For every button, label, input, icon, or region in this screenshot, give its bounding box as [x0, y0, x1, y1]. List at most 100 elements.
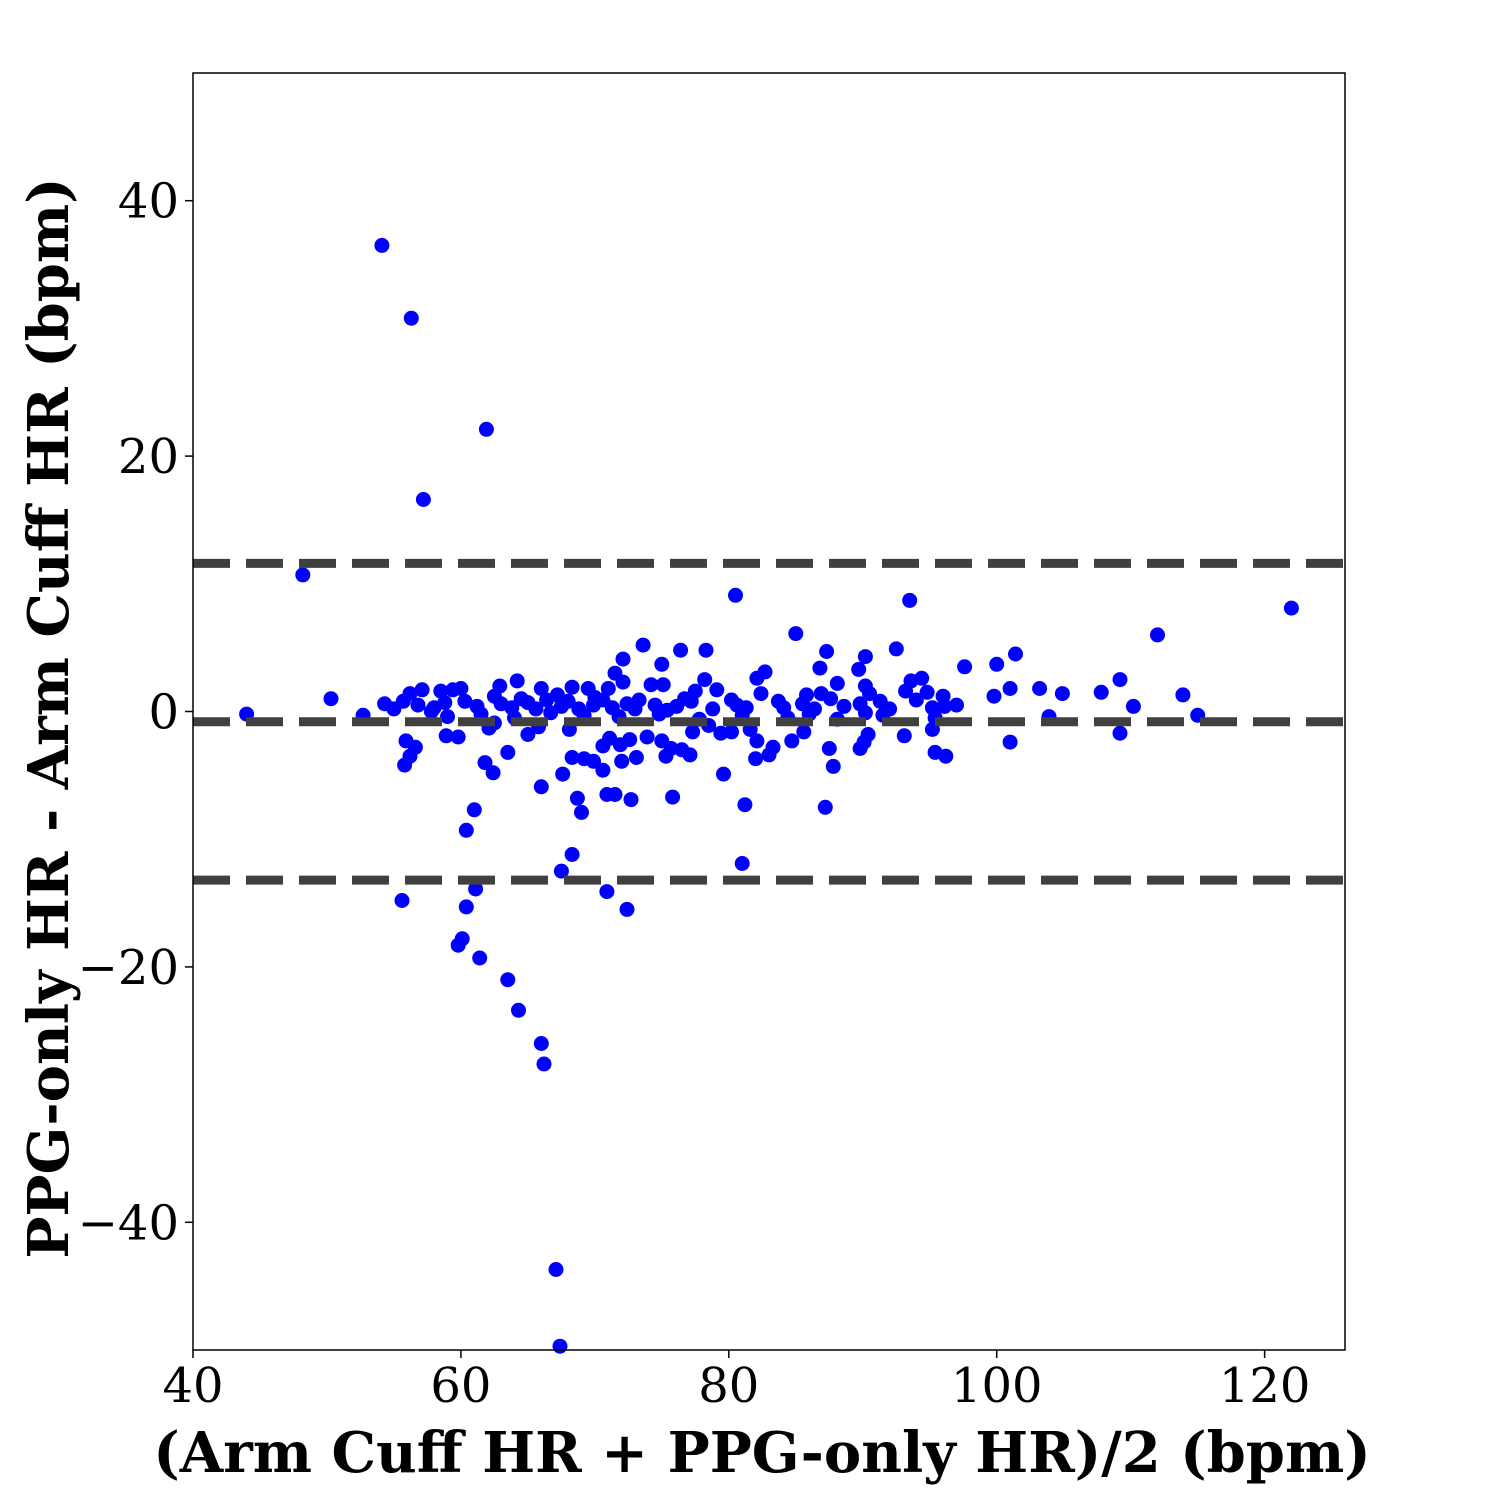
data-point	[836, 698, 852, 714]
y-axis-ticks: −40 −20 0 20 40	[78, 174, 193, 1251]
data-point	[639, 729, 655, 745]
data-point	[796, 724, 812, 740]
data-point	[569, 790, 585, 806]
data-point	[683, 693, 699, 709]
data-point	[543, 705, 559, 721]
data-point	[500, 744, 516, 760]
y-tick-label: −20	[78, 940, 179, 996]
data-point	[643, 677, 659, 693]
data-point	[323, 691, 339, 707]
data-point	[466, 802, 482, 818]
data-point	[765, 739, 781, 755]
data-point	[1150, 627, 1165, 643]
data-point	[472, 950, 488, 966]
data-point	[716, 766, 731, 782]
data-point	[607, 787, 623, 802]
data-point	[655, 677, 671, 693]
data-point	[902, 592, 918, 608]
data-point	[374, 237, 390, 253]
data-point	[860, 727, 876, 742]
scatter-points	[239, 237, 1299, 1354]
data-point	[553, 863, 569, 879]
data-point	[919, 684, 935, 700]
data-point	[896, 728, 912, 744]
x-tick-label: 120	[1219, 1358, 1311, 1414]
data-point	[1112, 672, 1128, 688]
data-point	[295, 567, 311, 583]
data-point	[548, 1262, 564, 1277]
data-point	[536, 1056, 552, 1072]
data-point	[622, 732, 638, 748]
data-point	[989, 656, 1005, 672]
data-point	[851, 661, 867, 677]
data-point	[437, 695, 453, 711]
data-point	[453, 681, 469, 696]
data-point	[734, 856, 750, 871]
data-point	[415, 492, 431, 507]
data-point	[857, 649, 873, 665]
data-point	[857, 705, 873, 721]
data-point	[654, 656, 670, 672]
data-point	[539, 692, 555, 708]
data-point	[724, 724, 739, 740]
data-point	[986, 688, 1002, 704]
x-tick-label: 60	[430, 1358, 491, 1414]
data-point	[937, 698, 952, 714]
data-point	[753, 686, 769, 702]
data-point	[1125, 698, 1141, 714]
data-point	[784, 733, 800, 749]
y-tick-label: 20	[118, 429, 179, 485]
data-point	[586, 753, 601, 769]
data-point	[749, 670, 765, 686]
data-point	[564, 679, 580, 695]
x-tick-label: 80	[698, 1358, 759, 1414]
data-point	[457, 693, 473, 709]
y-tick-label: −40	[78, 1195, 179, 1251]
data-point	[533, 779, 549, 795]
data-point	[728, 587, 743, 603]
data-point	[1054, 686, 1070, 702]
data-point	[509, 673, 525, 689]
data-point	[709, 682, 725, 698]
data-point	[673, 642, 689, 658]
data-point	[528, 701, 544, 717]
data-point	[440, 709, 455, 725]
data-point	[749, 733, 765, 749]
data-point	[533, 1036, 549, 1051]
data-point	[817, 799, 833, 815]
data-point	[395, 693, 411, 709]
data-point	[908, 692, 924, 708]
data-point	[423, 704, 439, 719]
data-point	[414, 682, 430, 698]
data-point	[1175, 687, 1191, 703]
data-point	[748, 751, 764, 767]
data-point	[669, 698, 685, 714]
data-point	[898, 683, 914, 699]
data-point	[600, 681, 616, 696]
data-point	[560, 693, 576, 709]
data-point	[574, 804, 589, 820]
data-point	[821, 741, 837, 756]
data-point	[438, 728, 454, 744]
data-point	[615, 674, 631, 690]
data-point	[397, 757, 413, 773]
reference-lines	[193, 558, 1345, 885]
data-point	[1032, 681, 1048, 696]
data-point	[520, 727, 536, 742]
data-point	[511, 1002, 526, 1018]
data-point	[698, 642, 714, 658]
y-tick-label: 0	[148, 685, 179, 741]
data-point	[682, 747, 698, 763]
data-point	[1002, 681, 1018, 696]
data-point	[1283, 600, 1299, 616]
data-point	[1093, 684, 1109, 700]
data-point	[468, 881, 484, 897]
data-point	[938, 748, 954, 764]
data-point	[433, 683, 449, 699]
data-point	[823, 691, 839, 707]
data-point	[1112, 725, 1128, 741]
data-point	[458, 822, 474, 838]
data-point	[825, 758, 841, 774]
data-point	[500, 972, 516, 988]
